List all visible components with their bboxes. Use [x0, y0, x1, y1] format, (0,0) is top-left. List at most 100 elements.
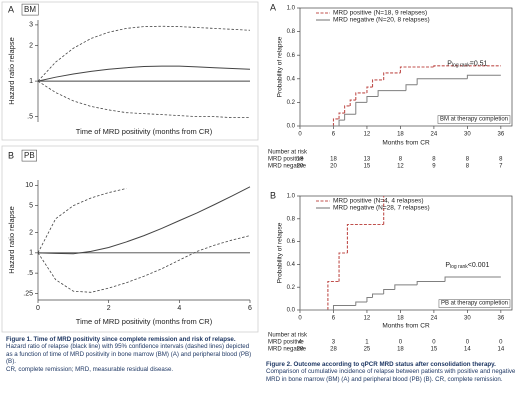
p-value: Plog rank=0.51 — [447, 60, 487, 68]
x-tick-label: 12 — [364, 316, 371, 322]
x-tick-label: 0 — [36, 305, 40, 312]
hazard-curve — [37, 65, 251, 82]
risk-value: 8 — [399, 157, 403, 163]
risk-value: 0 — [432, 340, 436, 346]
x-tick-label: 2 — [107, 305, 111, 312]
km-step — [416, 78, 468, 85]
y-axis-label: Probability of relapse — [277, 222, 284, 283]
caption-title: Figure 1. Time of MRD positivity since c… — [6, 336, 236, 343]
km-step — [383, 72, 401, 80]
y-tick-label: 2 — [29, 42, 33, 49]
note-box — [437, 115, 511, 124]
risk-value: 12 — [397, 164, 404, 170]
km-step — [344, 105, 351, 114]
y-tick-label: 10 — [25, 182, 33, 189]
y-axis-label: Hazard ratio relapse — [7, 206, 16, 274]
hazard-curve — [37, 235, 251, 293]
hazard-curve — [37, 188, 127, 254]
legend-label: MRD positive (N=4, 4 relapses) — [333, 198, 424, 205]
panel-border — [1, 145, 259, 333]
x-tick-label: 6 — [332, 132, 336, 138]
y-tick-label: .5 — [27, 270, 33, 277]
x-tick-label: 4 — [177, 305, 181, 312]
km-step — [405, 84, 418, 91]
risk-value: 28 — [297, 347, 304, 353]
km-step — [349, 99, 356, 106]
y-tick-label: 0.6 — [287, 239, 296, 245]
risk-value: 8 — [499, 157, 503, 163]
km-step — [433, 65, 501, 67]
x-tick-label: 18 — [397, 132, 404, 138]
km-step — [371, 79, 384, 88]
hazard-curve — [37, 80, 250, 119]
caption-title: Figure 2. Outcome according to qPCR MRD … — [266, 361, 496, 368]
risk-row-name: MRD positive — [268, 157, 304, 163]
note-box — [438, 299, 511, 308]
km-step — [366, 86, 373, 93]
p-symbol: P — [447, 60, 452, 67]
x-axis-label: Time of MRD positivity (months from CR) — [76, 317, 213, 326]
x-tick-label: 24 — [431, 316, 438, 322]
x-axis-label: Months from CR — [382, 140, 430, 147]
risk-value: 1 — [365, 340, 369, 346]
risk-value: 28 — [330, 347, 337, 353]
hazard-curve — [37, 25, 251, 82]
caption-text: CR, complete remission; MRD, measurable … — [6, 365, 174, 373]
km-step — [366, 96, 379, 103]
y-tick-label: 5 — [29, 203, 33, 210]
y-tick-label: 0.4 — [287, 76, 296, 82]
risk-value: 8 — [432, 157, 436, 163]
km-step — [383, 288, 395, 295]
risk-value: 14 — [464, 347, 471, 353]
x-tick-label: 30 — [464, 132, 471, 138]
plot-frame — [299, 7, 513, 127]
legend-label: MRD positive (N=18, 9 relapses) — [333, 10, 427, 17]
risk-value: 8 — [466, 157, 470, 163]
y-axis-label: Probability of relapse — [277, 36, 284, 97]
y-tick-label: 0.4 — [287, 262, 296, 268]
km-step — [372, 293, 384, 298]
km-step — [366, 296, 373, 303]
risk-value: 8 — [466, 164, 470, 170]
x-tick-label: 18 — [397, 316, 404, 322]
panel-label: B — [270, 190, 276, 200]
risk-value: 3 — [332, 340, 336, 346]
legend-label: MRD negative (N=20, 8 relapses) — [333, 17, 430, 24]
risk-row-name: MRD positive — [268, 340, 304, 346]
caption-2: Figure 2. Outcome according to qPCR MRD … — [266, 361, 516, 383]
panel-label: B — [8, 150, 14, 160]
km-step — [344, 113, 356, 121]
risk-value: 20 — [297, 164, 304, 170]
y-tick-label: 1.0 — [287, 194, 296, 200]
y-tick-label: 2 — [29, 229, 33, 236]
km-step — [338, 119, 345, 126]
x-tick-label: 36 — [497, 316, 504, 322]
x-tick-label: 36 — [497, 132, 504, 138]
risk-value: 14 — [497, 347, 504, 353]
panel-tag-box — [21, 3, 39, 16]
panel-tag-box — [21, 149, 37, 162]
x-axis-label: Time of MRD positivity (months from CR) — [76, 127, 213, 136]
y-tick-label: 0.2 — [287, 285, 296, 291]
y-tick-label: 0.6 — [287, 53, 296, 59]
risk-row-name: MRD negative — [268, 347, 307, 353]
x-tick-label: 6 — [248, 305, 252, 312]
risk-value: 0 — [399, 340, 403, 346]
panel-border — [1, 1, 259, 141]
km-step — [416, 281, 446, 285]
km-step — [394, 284, 418, 290]
p-value: Plog rank<0.001 — [445, 262, 489, 270]
p-symbol: P — [445, 262, 450, 269]
y-tick-label: 1 — [29, 250, 33, 257]
risk-title: Number at risk — [268, 333, 308, 339]
risk-value: 0 — [499, 340, 503, 346]
x-tick-label: 30 — [464, 316, 471, 322]
x-tick-label: 0 — [298, 132, 302, 138]
km-step — [466, 74, 501, 79]
y-tick-label: 1 — [29, 78, 33, 85]
risk-title: Number at risk — [268, 150, 308, 156]
km-step — [377, 90, 406, 97]
km-step — [444, 276, 501, 282]
risk-value: 15 — [431, 347, 438, 353]
